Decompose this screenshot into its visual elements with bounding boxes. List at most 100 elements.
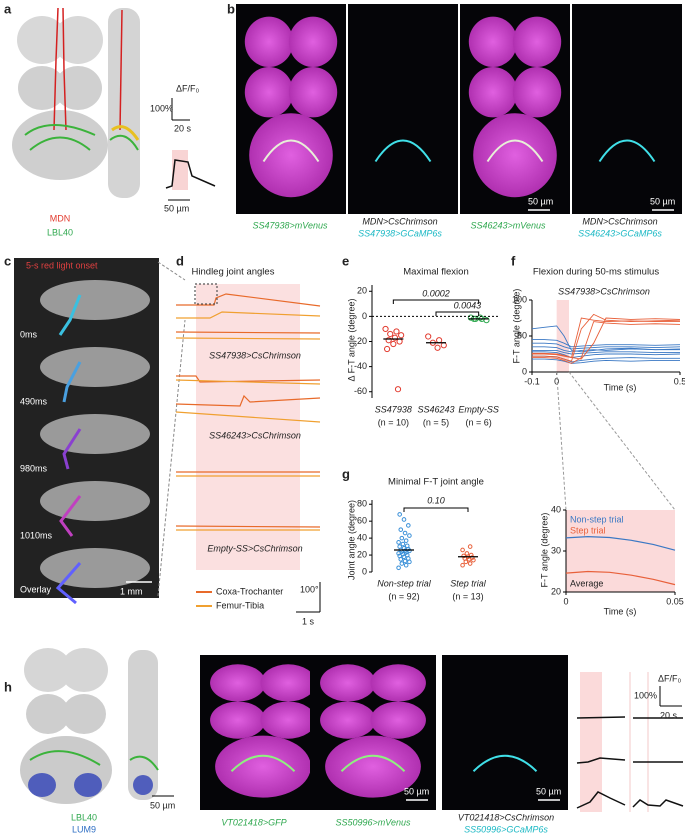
scale-label: 50 µm (536, 786, 561, 796)
connector (157, 319, 186, 597)
neuropil (468, 67, 518, 118)
neuropil (244, 16, 294, 67)
data-point (402, 558, 408, 564)
scale-label: 20 s (174, 123, 192, 133)
data-point (399, 535, 405, 541)
panel-label: b (227, 1, 235, 16)
data-point (400, 541, 406, 547)
scale-label: 50 µm (528, 196, 553, 206)
neuropil (249, 113, 333, 198)
neuropil (260, 701, 316, 739)
y-tick-label: 30 (551, 545, 561, 555)
y-tick-label: 0 (522, 366, 527, 376)
n-label: (n = 5) (423, 417, 449, 427)
trace (531, 325, 681, 353)
caption: SS47938>GCaMP6s (358, 228, 442, 238)
connector (157, 261, 186, 281)
n-label: (n = 13) (452, 591, 483, 601)
scale-label: 50 µm (650, 196, 675, 206)
caption: SS50996>mVenus (336, 817, 411, 827)
legend-label: Non-step trial (570, 514, 624, 524)
trace (165, 159, 216, 189)
y-tick-label: 0 (362, 311, 367, 321)
y-axis-label: F-T angle (degree) (511, 289, 521, 364)
data-point (403, 538, 409, 543)
y-tick-label: 20 (551, 586, 561, 596)
x-tick-label: 0.5 (674, 376, 685, 386)
data-point (396, 338, 403, 345)
y-tick-label: 0 (362, 566, 367, 576)
neuropil (320, 701, 376, 739)
frame-time: 1010ms (20, 530, 53, 540)
data-point (391, 334, 398, 341)
panel-label: g (342, 466, 350, 481)
y-tick-label: -20 (354, 336, 367, 346)
genotype-label: SS46243>CsChrimson (209, 430, 301, 440)
panel-label: d (176, 253, 184, 268)
confocal-images (236, 4, 682, 214)
caption: MDN>CsChrimson (362, 216, 437, 226)
data-point (434, 344, 441, 351)
calcium-traces (576, 716, 684, 809)
data-point (398, 332, 405, 339)
trace (532, 313, 681, 362)
panel-label: a (4, 1, 12, 16)
caption: VT021418>CsChrimson (458, 812, 554, 822)
confocal-images (200, 655, 568, 810)
scale-label: 100% (150, 103, 173, 113)
stimulus (556, 300, 569, 372)
image-bg (442, 655, 568, 810)
data-point (382, 325, 389, 333)
category-label: SS47938 (375, 404, 412, 414)
legend-label: Step trial (570, 525, 606, 535)
panel-title: Minimal F-T joint angle (388, 477, 484, 488)
caption: SS50996>GCaMP6s (464, 824, 548, 834)
category-label: SS46243 (417, 404, 454, 414)
fly (40, 347, 150, 387)
data-point (467, 561, 473, 566)
data-point (460, 547, 465, 553)
caption: VT021418>GFP (221, 817, 286, 827)
neuropil (288, 16, 338, 67)
category-label: Empty-SS (458, 404, 499, 414)
data-point (383, 345, 391, 353)
panel-label: f (511, 253, 516, 268)
scale-label: ΔF/F₀ (658, 673, 682, 683)
y-tick-label: 20 (357, 549, 367, 559)
bracket (392, 299, 480, 304)
data-point (436, 337, 443, 344)
x-tick-label: 0.05 (666, 596, 684, 606)
data-point (483, 317, 490, 324)
data-point (471, 557, 476, 563)
y-tick-label: 40 (357, 532, 367, 542)
data-point (425, 333, 432, 340)
average-line (565, 570, 676, 586)
fly (40, 481, 150, 521)
data-point (467, 544, 473, 549)
data-point (402, 530, 408, 536)
frame-time: 0ms (20, 329, 38, 339)
trace (532, 346, 680, 353)
caption: SS47938>mVenus (253, 220, 328, 230)
neuropil (325, 735, 421, 798)
y-tick-label: 20 (357, 286, 367, 296)
data-point (394, 386, 402, 393)
vnc-image (20, 648, 159, 804)
caption: SS46243>GCaMP6s (578, 228, 662, 238)
p-value: 0.0043 (454, 300, 482, 310)
data-point (397, 544, 402, 549)
neuron (374, 139, 432, 163)
data-point (393, 328, 400, 335)
connector (556, 371, 567, 511)
neuron (472, 754, 538, 772)
subtitle: SS47938>CsChrimson (558, 286, 650, 296)
y-tick-label: -40 (354, 361, 367, 371)
data-point (440, 342, 447, 349)
legend-label: LBL40 (47, 227, 73, 237)
scale-label: 1 mm (120, 586, 143, 596)
genotype-label: SS47938>CsChrimson (209, 350, 301, 360)
genotype-label: Empty-SS>CsChrimson (207, 543, 302, 553)
scale-label: 100% (634, 690, 657, 700)
neuropil (210, 664, 266, 702)
panel-title: Maximal flexion (403, 267, 468, 278)
